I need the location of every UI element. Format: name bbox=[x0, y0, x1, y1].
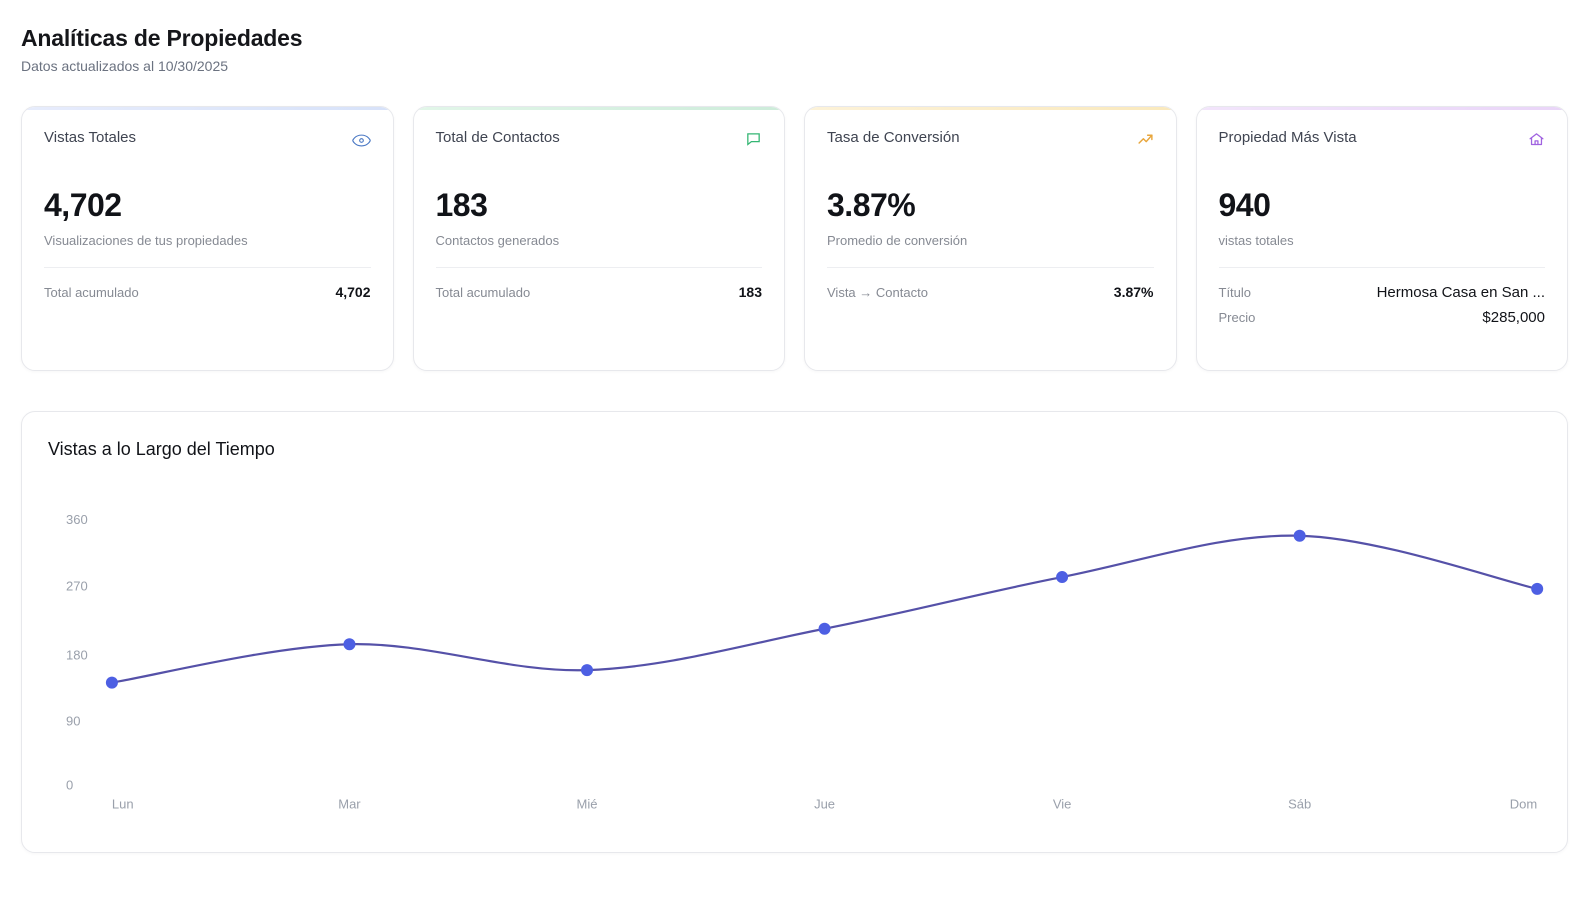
svg-text:Mié: Mié bbox=[577, 797, 598, 812]
svg-text:Sáb: Sáb bbox=[1288, 797, 1311, 812]
svg-text:270: 270 bbox=[66, 579, 88, 594]
svg-text:90: 90 bbox=[66, 714, 80, 729]
svg-text:0: 0 bbox=[66, 778, 73, 793]
svg-text:Dom: Dom bbox=[1510, 797, 1537, 812]
svg-text:360: 360 bbox=[66, 512, 88, 527]
svg-text:Vie: Vie bbox=[1053, 797, 1072, 812]
svg-text:Jue: Jue bbox=[814, 797, 835, 812]
svg-text:Lun: Lun bbox=[112, 797, 134, 812]
svg-text:180: 180 bbox=[66, 647, 88, 662]
svg-text:Mar: Mar bbox=[338, 797, 361, 812]
